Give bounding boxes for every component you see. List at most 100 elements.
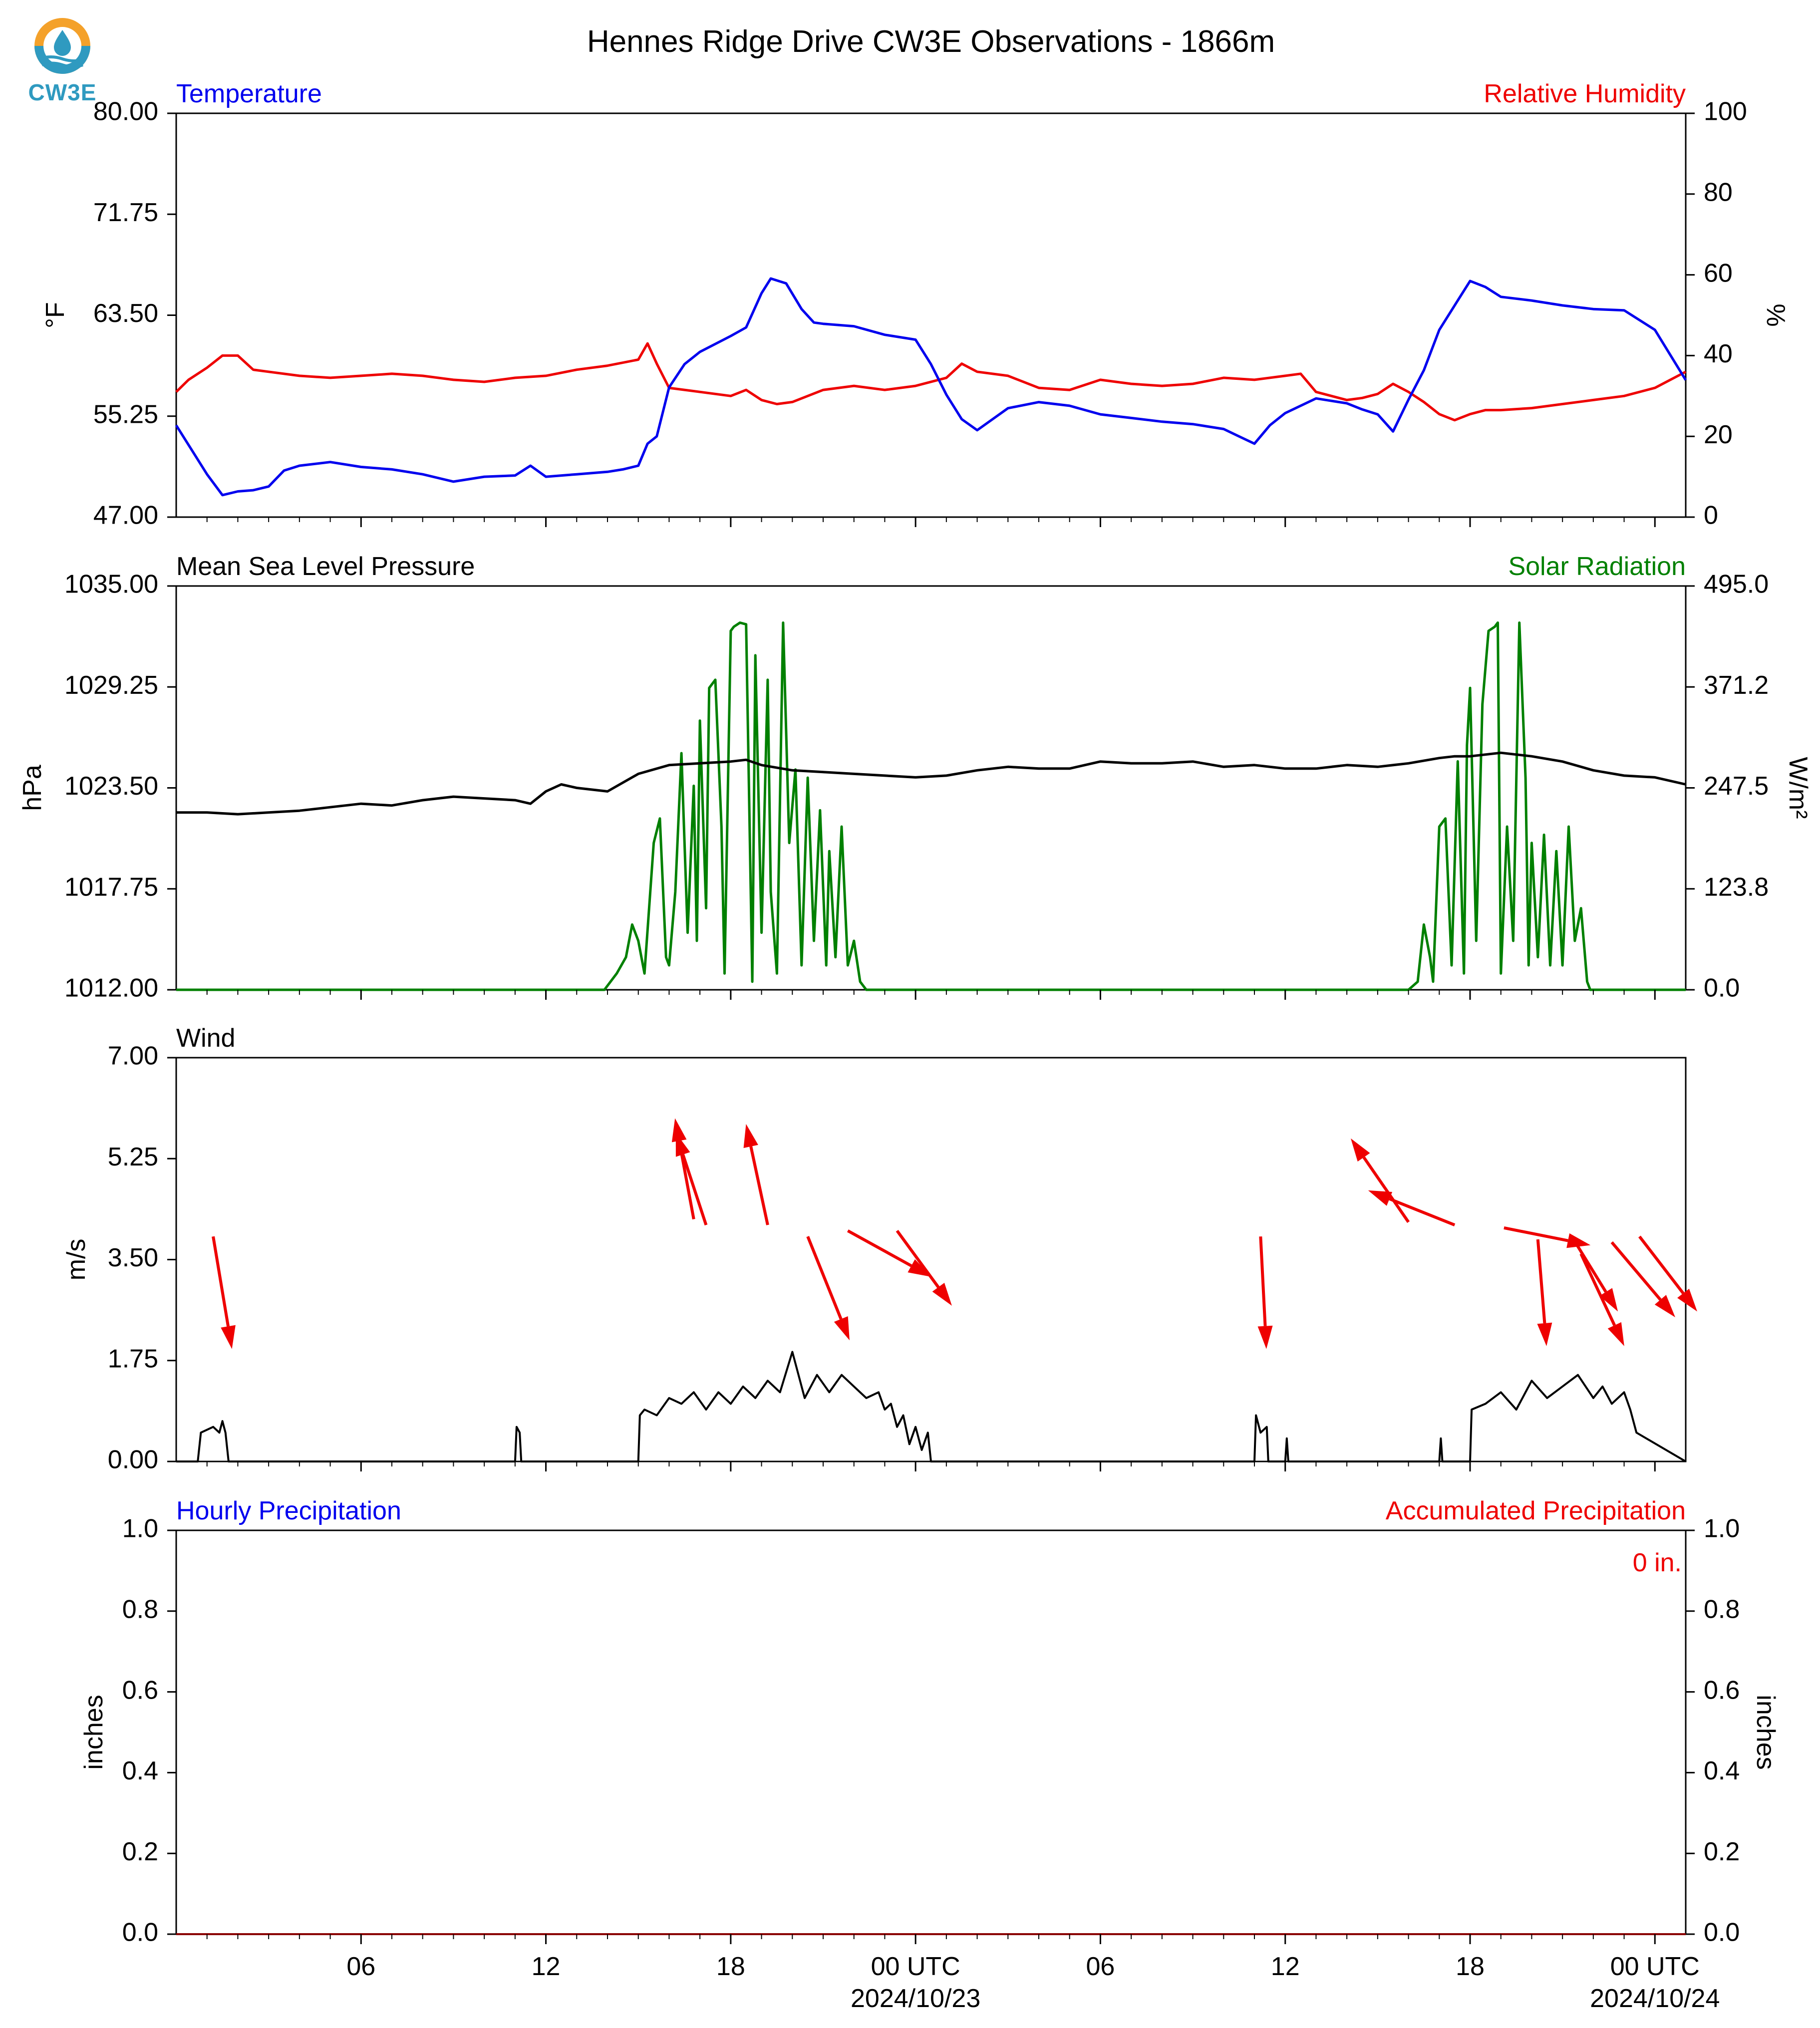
temperature-title: Temperature [176, 79, 322, 108]
y-tick-label-left: 0.2 [122, 1837, 158, 1866]
wind-panel-frame [175, 1057, 1687, 1462]
wind-arrow-shaft [212, 1236, 230, 1327]
y-tick-label-right: 40 [1704, 339, 1733, 368]
y-tick-label-left: 80.00 [93, 97, 158, 126]
wind-arrow-head [1537, 1322, 1552, 1346]
y-tick-label-right: 123.8 [1704, 872, 1769, 901]
pressure-line [176, 751, 1686, 816]
wind-arrow-shaft [1536, 1239, 1546, 1324]
wind-arrow-shaft [1570, 1235, 1607, 1293]
temperature-panel-frame [175, 112, 1687, 518]
solar-ylabel: W/m² [1784, 757, 1813, 819]
wind-speed-line [176, 1351, 1687, 1462]
accumulated-precip-title: Accumulated Precipitation [1386, 1496, 1686, 1525]
wind-arrow-head [1677, 1288, 1697, 1312]
y-tick-label-right: 0.0 [1704, 1918, 1740, 1947]
y-tick-label-left: 0.4 [122, 1756, 158, 1785]
x-tick-label: 00 UTC [1610, 1952, 1700, 1981]
humidity-line [175, 342, 1687, 422]
solar-title: Solar Radiation [1508, 552, 1686, 581]
wind-arrow-head [908, 1259, 931, 1277]
y-tick-label-right: 1.0 [1704, 1514, 1740, 1543]
wind-arrow-head [1257, 1325, 1273, 1349]
x-tick-label: 18 [716, 1952, 745, 1981]
wind-arrow-head [1599, 1288, 1618, 1312]
x-date-label: 2024/10/24 [1590, 1984, 1720, 2013]
precip-ylabel-left: inches [79, 1695, 108, 1769]
wind-arrow-shaft [1504, 1226, 1568, 1242]
y-tick-label-left: 0.0 [122, 1918, 158, 1947]
y-tick-label-right: 495.0 [1704, 570, 1769, 599]
wind-arrow-head [1368, 1190, 1393, 1206]
y-tick-label-right: 20 [1704, 420, 1733, 449]
x-tick-label: 00 UTC [871, 1952, 960, 1981]
y-tick-label-left: 1012.00 [64, 974, 158, 1003]
y-tick-label-left: 3.50 [108, 1243, 158, 1272]
wind-arrow-head [1607, 1322, 1624, 1346]
wind-arrow-head [1654, 1295, 1676, 1318]
y-tick-label-right: 0 [1704, 501, 1718, 530]
y-tick-label-right: 0.0 [1704, 974, 1740, 1003]
solar-radiation-line [176, 621, 1686, 991]
x-date-label: 2024/10/23 [851, 1984, 980, 2013]
wind-arrow-head [221, 1325, 236, 1349]
precip-total-label: 0 in. [1633, 1548, 1682, 1577]
wind-arrow-shaft [1610, 1241, 1662, 1301]
y-tick-label-left: 1017.75 [64, 872, 158, 901]
wind-arrow-shaft [1579, 1253, 1616, 1326]
y-tick-label-left: 71.75 [93, 198, 158, 227]
x-tick-label: 18 [1456, 1952, 1485, 1981]
humidity-ylabel: % [1761, 303, 1790, 326]
temperature-line [175, 277, 1687, 497]
y-tick-label-right: 0.8 [1704, 1595, 1740, 1624]
x-tick-label: 06 [1086, 1952, 1115, 1981]
y-tick-label-left: 1035.00 [64, 570, 158, 599]
y-tick-label-left: 1.0 [122, 1514, 158, 1543]
y-tick-label-left: 1023.50 [64, 772, 158, 801]
y-tick-label-right: 0.2 [1704, 1837, 1740, 1866]
wind-arrow-shaft [847, 1229, 912, 1267]
y-tick-label-left: 55.25 [93, 400, 158, 429]
wind-arrow-shaft [681, 1154, 708, 1226]
logo-text: CW3E [28, 79, 97, 105]
wind-arrow-shaft [749, 1146, 769, 1225]
precip-panel-frame [175, 1529, 1687, 1935]
wind-arrow-head [671, 1118, 687, 1143]
y-tick-label-left: 7.00 [108, 1042, 158, 1071]
wind-arrow-shaft [806, 1236, 843, 1320]
precip-ylabel-right: inches [1751, 1695, 1780, 1769]
wind-arrow-shaft [1389, 1197, 1456, 1226]
temperature-ylabel: °F [41, 302, 70, 328]
wind-title: Wind [176, 1024, 235, 1053]
wind-arrow-shaft [1362, 1156, 1410, 1223]
x-tick-label: 12 [1271, 1952, 1300, 1981]
y-tick-label-left: 0.00 [108, 1446, 158, 1474]
cw3e-logo: CW3E [20, 15, 105, 110]
wind-arrow-shaft [1259, 1236, 1267, 1326]
y-tick-label-left: 5.25 [108, 1143, 158, 1171]
y-tick-label-right: 80 [1704, 178, 1733, 207]
wind-ylabel: m/s [62, 1239, 91, 1281]
pressure-ylabel: hPa [18, 765, 47, 811]
x-tick-label: 12 [532, 1952, 561, 1981]
wind-arrow-head [675, 1133, 690, 1157]
y-tick-label-left: 0.8 [122, 1595, 158, 1624]
hourly-precip-title: Hourly Precipitation [176, 1496, 401, 1525]
y-tick-label-right: 371.2 [1704, 671, 1769, 700]
cw3e-water-drop-logo-icon [34, 18, 90, 74]
figure-title: Hennes Ridge Drive CW3E Observations - 1… [587, 24, 1275, 59]
x-tick-label: 06 [346, 1952, 375, 1981]
wind-arrow-shaft [896, 1229, 940, 1288]
y-tick-label-left: 63.50 [93, 299, 158, 328]
y-tick-label-right: 247.5 [1704, 772, 1769, 801]
wind-arrow-shaft [1638, 1235, 1685, 1294]
wind-arrow-head [743, 1124, 758, 1149]
y-tick-label-right: 60 [1704, 259, 1733, 288]
y-tick-label-right: 100 [1704, 97, 1747, 126]
pressure-title: Mean Sea Level Pressure [176, 552, 475, 581]
y-tick-label-left: 1029.25 [64, 671, 158, 700]
y-tick-label-left: 0.6 [122, 1676, 158, 1705]
wind-arrow-head [834, 1316, 850, 1341]
y-tick-label-right: 0.6 [1704, 1676, 1740, 1705]
